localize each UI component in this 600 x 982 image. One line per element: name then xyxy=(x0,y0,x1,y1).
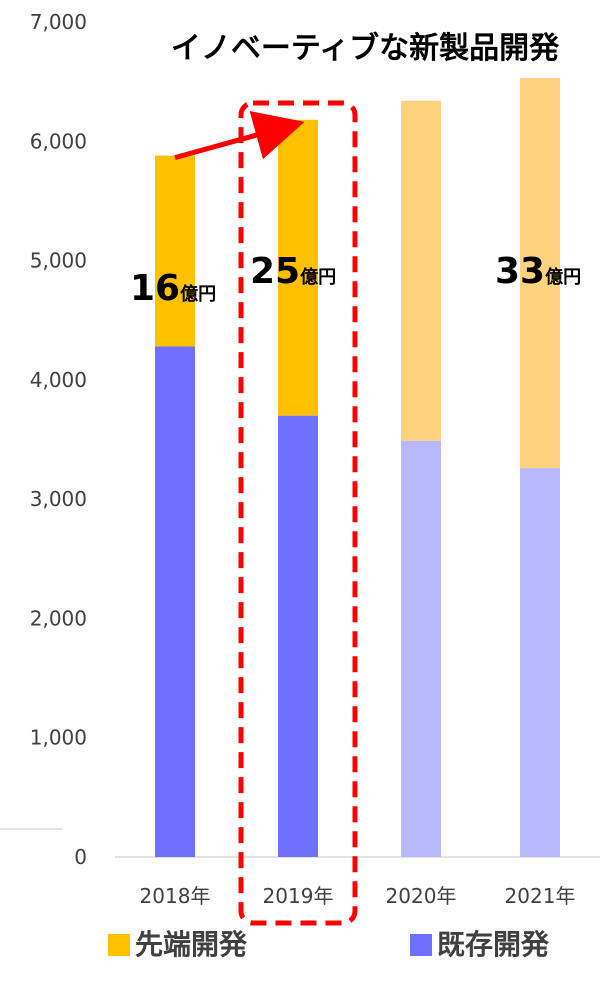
bar-segment xyxy=(155,346,195,857)
x-tick-label: 2019年 xyxy=(263,884,334,908)
value-annotation: 25億円 xyxy=(250,251,336,292)
bar-segment xyxy=(278,119,318,416)
y-axis: 0 1,000 2,000 3,000 4,000 5,000 6,000 7,000 xyxy=(30,10,87,869)
bar-segment xyxy=(155,155,195,347)
legend: 先端開発 既存開発 xyxy=(108,928,550,961)
y-tick-label: 7,000 xyxy=(30,10,87,34)
y-tick-label: 1,000 xyxy=(30,726,87,750)
chart-title: イノベーティブな新製品開発 xyxy=(171,31,560,66)
legend-label: 既存開発 xyxy=(437,928,550,961)
x-tick-label: 2021年 xyxy=(505,884,576,908)
y-tick-label: 2,000 xyxy=(30,606,87,630)
legend-swatch xyxy=(410,934,432,956)
trend-arrow xyxy=(174,111,305,161)
bar-segment xyxy=(401,100,441,441)
legend-swatch xyxy=(108,934,130,956)
value-annotation: 33億円 xyxy=(495,251,581,292)
x-axis: 2018年 2019年 2020年 2021年 xyxy=(140,884,576,908)
annotations: 16億円 25億円 33億円 xyxy=(130,251,581,309)
y-tick-label: 0 xyxy=(74,845,87,869)
y-tick-label: 4,000 xyxy=(30,368,87,392)
highlight-box xyxy=(238,100,358,926)
x-tick-label: 2018年 xyxy=(140,884,211,908)
x-tick-label: 2020年 xyxy=(386,884,457,908)
legend-label: 先端開発 xyxy=(135,928,248,961)
y-tick-label: 6,000 xyxy=(30,129,87,153)
bar-segment xyxy=(520,78,560,469)
y-tick-label: 5,000 xyxy=(30,249,87,273)
bars xyxy=(155,78,560,857)
y-tick-label: 3,000 xyxy=(30,487,87,511)
bar-segment xyxy=(278,415,318,857)
bar-segment xyxy=(520,468,560,857)
value-annotation: 16億円 xyxy=(130,268,216,309)
bar-segment xyxy=(401,440,441,857)
